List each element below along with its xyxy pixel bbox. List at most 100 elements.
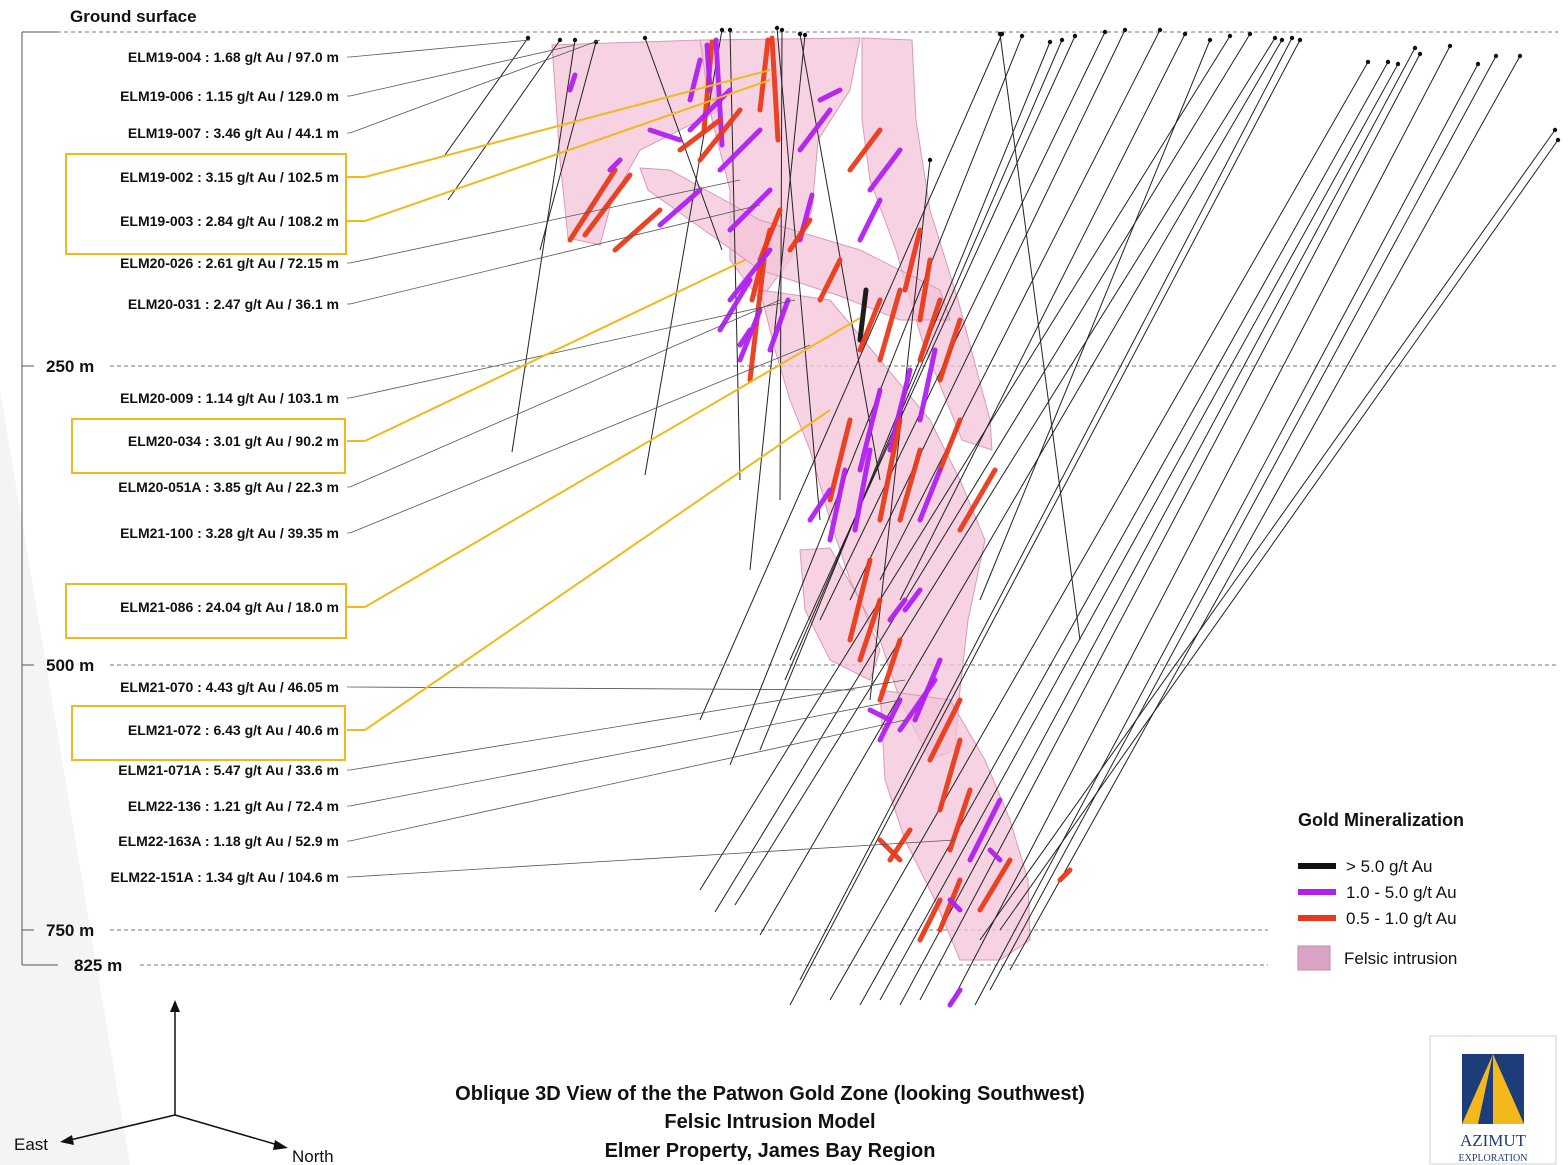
- drillhole-trace: [776, 27, 821, 521]
- interval-high-grade: [607, 157, 623, 173]
- interval-high-grade: [727, 187, 773, 233]
- interval-high-grade: [657, 187, 703, 228]
- drillhole-collar: [1279, 37, 1285, 43]
- interval-medium-grade: [877, 837, 903, 863]
- drillhole-trace: [699, 33, 1003, 721]
- drillhole-collar: [1227, 33, 1233, 39]
- drillhole-collar: [1447, 43, 1453, 49]
- drillhole-trace: [974, 63, 1479, 1006]
- interval-high-grade: [567, 72, 578, 93]
- intercept-label: ELM19-006 : 1.15 g/t Au / 129.0 m: [120, 88, 339, 104]
- logo-name: AZIMUT: [1460, 1131, 1527, 1150]
- drillhole-trace: [699, 35, 1231, 891]
- interval-high-grade: [857, 387, 883, 473]
- drillhole-trace: [849, 29, 1126, 601]
- intercept-label: ELM22-163A : 1.18 g/t Au / 52.9 m: [118, 833, 339, 849]
- drillhole-trace: [444, 37, 529, 156]
- interval-medium-grade: [877, 287, 903, 363]
- drillhole-collar: [1365, 59, 1371, 65]
- drillhole-trace: [989, 55, 1497, 991]
- intercept-labels: ELM19-004 : 1.68 g/t Au / 97.0 m ELM19-00…: [65, 39, 956, 885]
- leader-line: [349, 679, 906, 771]
- drillhole-collar: [557, 37, 563, 43]
- interval-high-grade: [807, 487, 833, 523]
- intercept-label: ELM20-034 : 3.01 g/t Au / 90.2 m: [128, 433, 339, 449]
- intercept-label: ELM22-151A : 1.34 g/t Au / 104.6 m: [111, 869, 340, 885]
- drillhole-collar: [1297, 37, 1303, 43]
- interval-high-grade: [827, 467, 848, 543]
- interval-high-grade: [917, 467, 943, 523]
- drillhole-collar: [572, 37, 578, 43]
- interval-high-grade: [897, 677, 938, 733]
- intercept-label: ELM19-004 : 1.68 g/t Au / 97.0 m: [128, 49, 339, 65]
- drillhole-collar: [727, 27, 733, 33]
- interval-high-grade: [817, 87, 843, 103]
- background-wedge: [0, 390, 130, 1165]
- interval-medium-grade: [917, 257, 933, 323]
- highlight-box: [71, 705, 346, 761]
- interval-medium-grade: [917, 297, 943, 363]
- intercept-label: ELM20-026 : 2.61 g/t Au / 72.15 m: [120, 255, 339, 271]
- intercept-label: ELM21-100 : 3.28 g/t Au / 39.35 m: [120, 525, 339, 541]
- intercept-label: ELM22-136 : 1.21 g/t Au / 72.4 m: [128, 798, 339, 814]
- interval-high-grade: [887, 597, 908, 623]
- north-arrow-head-icon: [273, 1140, 288, 1150]
- drillhole-collar: [1385, 59, 1391, 65]
- logo-navy-shard-icon: [1478, 1054, 1493, 1124]
- drillhole-trace: [979, 129, 1556, 941]
- orientation-indicator: [60, 1000, 288, 1150]
- drillhole-trace: [879, 63, 1399, 1001]
- drillhole-collar: [1019, 33, 1025, 39]
- intercept-label: ELM20-009 : 1.14 g/t Au / 103.1 m: [120, 390, 339, 406]
- interval-high-grade: [917, 347, 938, 423]
- interval-medium-grade: [877, 637, 903, 703]
- highlight-box: [65, 153, 347, 255]
- intercept-label: ELM21-072 : 6.43 g/t Au / 40.6 m: [128, 722, 339, 738]
- interval-high-grade: [717, 127, 763, 173]
- highlight-box: [65, 583, 347, 639]
- east-arrow-shaft: [69, 1114, 176, 1141]
- leader-line: [364, 69, 771, 178]
- leader-line: [349, 204, 761, 305]
- drillhole-collar: [774, 25, 780, 31]
- leader-line: [349, 719, 906, 842]
- drillhole-collar: [1412, 45, 1418, 51]
- leader-line: [349, 299, 781, 488]
- drillhole-collar: [779, 27, 785, 33]
- up-arrow-head-icon: [170, 1000, 180, 1012]
- interval-high-grade: [767, 297, 791, 353]
- drillhole-trace: [999, 33, 1081, 641]
- interval-medium-grade: [937, 317, 963, 383]
- interval-high-grade: [687, 57, 703, 103]
- title-line-1: Oblique 3D View of the the Patwon Gold Z…: [455, 1083, 1085, 1105]
- drillhole-trace: [644, 29, 723, 476]
- drillhole-trace: [979, 39, 1211, 601]
- east-label: East: [14, 1135, 48, 1154]
- intrusion-body-upper-east: [861, 37, 993, 451]
- interval-medium-grade: [877, 417, 903, 523]
- drillhole-collar: [1289, 35, 1295, 41]
- leader-line: [364, 409, 831, 731]
- drillhole-collar: [525, 35, 531, 41]
- drillhole-collar: [1417, 51, 1423, 57]
- leader-line: [349, 44, 576, 97]
- drillhole-collar: [1555, 137, 1561, 143]
- drillhole-collar: [1122, 27, 1128, 33]
- drillhole-collar: [1493, 53, 1499, 59]
- interval-high-grade: [902, 587, 923, 613]
- drillhole-collar: [797, 31, 803, 37]
- interval-medium-grade: [917, 897, 943, 943]
- drillhole-trace: [789, 35, 1076, 661]
- leader-line: [349, 179, 741, 264]
- drillhole-trace: [859, 61, 1389, 1006]
- legend-label-very-high: > 5.0 g/t Au: [1346, 857, 1433, 876]
- drillhole-trace: [999, 139, 1559, 931]
- interval-high-grade: [797, 107, 833, 153]
- drillhole-collar: [1157, 27, 1163, 33]
- legend-swatch-intrusion: [1297, 945, 1331, 971]
- drillhole-trace: [1009, 55, 1521, 971]
- interval-high-grade: [857, 197, 883, 243]
- intercept-label: ELM21-071A : 5.47 g/t Au / 33.6 m: [118, 762, 339, 778]
- intercept-label: ELM21-070 : 4.43 g/t Au / 46.05 m: [120, 679, 339, 695]
